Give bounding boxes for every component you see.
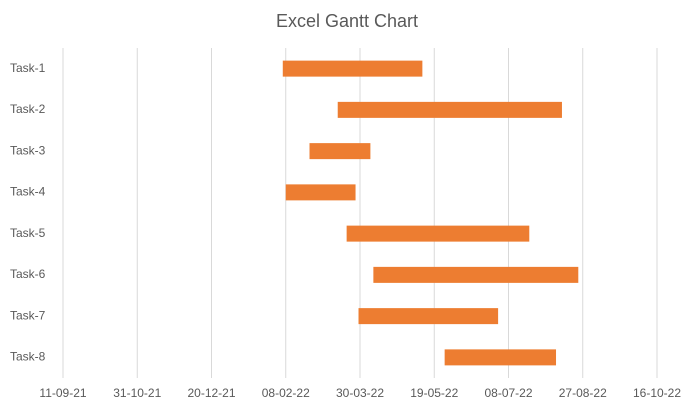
x-tick-label: 16-10-22 xyxy=(633,386,681,400)
y-tick-label: Task-7 xyxy=(10,308,46,322)
x-tick-label: 08-07-22 xyxy=(484,386,532,400)
task-bar xyxy=(373,266,579,283)
task-bar xyxy=(285,184,356,201)
task-bar xyxy=(444,349,557,366)
y-tick-label: Task-4 xyxy=(10,185,46,199)
y-tick-label: Task-8 xyxy=(10,350,46,364)
task-bar xyxy=(358,308,499,325)
y-tick-label: Task-5 xyxy=(10,226,46,240)
x-tick-label: 20-12-21 xyxy=(187,386,235,400)
chart-title: Excel Gantt Chart xyxy=(276,11,418,31)
x-tick-label: 31-10-21 xyxy=(113,386,161,400)
y-tick-label: Task-3 xyxy=(10,143,46,157)
task-bar xyxy=(337,101,562,118)
y-tick-label: Task-2 xyxy=(10,102,46,116)
task-bar xyxy=(282,60,423,77)
x-tick-label: 19-05-22 xyxy=(410,386,458,400)
task-bar xyxy=(309,143,371,160)
y-tick-label: Task-6 xyxy=(10,267,46,281)
x-tick-label: 30-03-22 xyxy=(336,386,384,400)
x-tick-label: 27-08-22 xyxy=(559,386,607,400)
x-tick-label: 11-09-21 xyxy=(39,386,86,400)
x-tick-label: 08-02-22 xyxy=(262,386,310,400)
y-tick-label: Task-1 xyxy=(10,61,46,75)
task-bar xyxy=(346,225,530,242)
